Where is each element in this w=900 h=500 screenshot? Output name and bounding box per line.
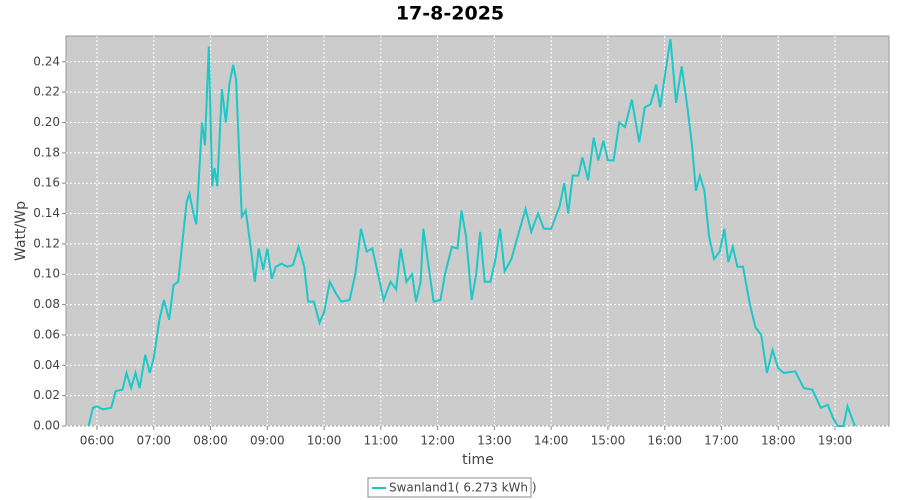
x-tick-label: 16:00 <box>647 434 682 448</box>
y-tick-label: 0.22 <box>33 85 60 99</box>
legend-label: Swanland1( 6.273 kWh ) <box>389 481 537 495</box>
y-tick-label: 0.12 <box>33 236 60 250</box>
x-tick-label: 13:00 <box>477 434 512 448</box>
legend-box <box>367 477 532 498</box>
x-tick-label: 17:00 <box>704 434 739 448</box>
x-axis-label: time <box>462 452 494 468</box>
x-tick-label: 15:00 <box>591 434 626 448</box>
x-tick-label: 10:00 <box>307 434 342 448</box>
y-tick-label: 0.20 <box>33 115 60 129</box>
y-tick-label: 0.14 <box>33 206 60 220</box>
x-tick-label: 08:00 <box>193 434 228 448</box>
y-tick-label: 0.04 <box>33 358 60 372</box>
y-tick-label: 0.18 <box>33 145 60 159</box>
y-tick-label: 0.24 <box>33 54 60 68</box>
y-tick-label: 0.00 <box>33 419 60 433</box>
x-tick-label: 11:00 <box>364 434 399 448</box>
y-axis-label: Watt/Wp <box>13 201 29 261</box>
y-tick-label: 0.06 <box>33 327 60 341</box>
x-tick-label: 07:00 <box>136 434 171 448</box>
x-tick-label: 06:00 <box>80 434 115 448</box>
y-tick-label: 0.08 <box>33 297 60 311</box>
series-line <box>87 38 856 427</box>
y-tick-label: 0.16 <box>33 176 60 190</box>
x-tick-label: 12:00 <box>420 434 455 448</box>
y-tick-label: 0.02 <box>33 388 60 402</box>
x-tick-label: 18:00 <box>761 434 796 448</box>
x-tick-label: 14:00 <box>534 434 569 448</box>
x-tick-label: 19:00 <box>818 434 853 448</box>
y-tick-label: 0.10 <box>33 267 60 281</box>
chart-title: 17-8-2025 <box>396 3 504 25</box>
plot-area <box>65 35 890 427</box>
x-tick-label: 09:00 <box>250 434 285 448</box>
